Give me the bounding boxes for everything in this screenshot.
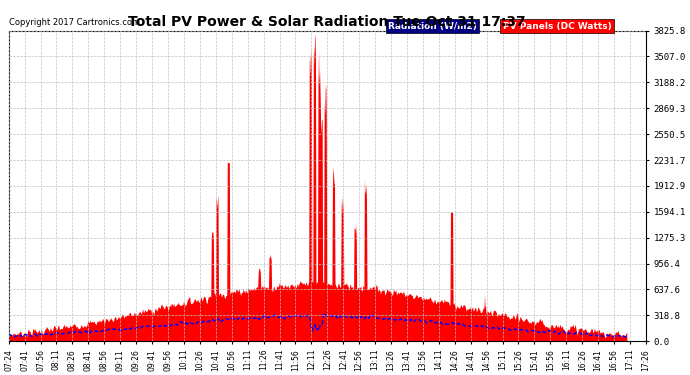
Text: PV Panels (DC Watts): PV Panels (DC Watts)	[502, 22, 611, 31]
Text: Radiation (W/m2): Radiation (W/m2)	[388, 22, 477, 31]
Text: Copyright 2017 Cartronics.com: Copyright 2017 Cartronics.com	[9, 18, 141, 27]
Title: Total PV Power & Solar Radiation Tue Oct 31 17:37: Total PV Power & Solar Radiation Tue Oct…	[128, 15, 526, 29]
